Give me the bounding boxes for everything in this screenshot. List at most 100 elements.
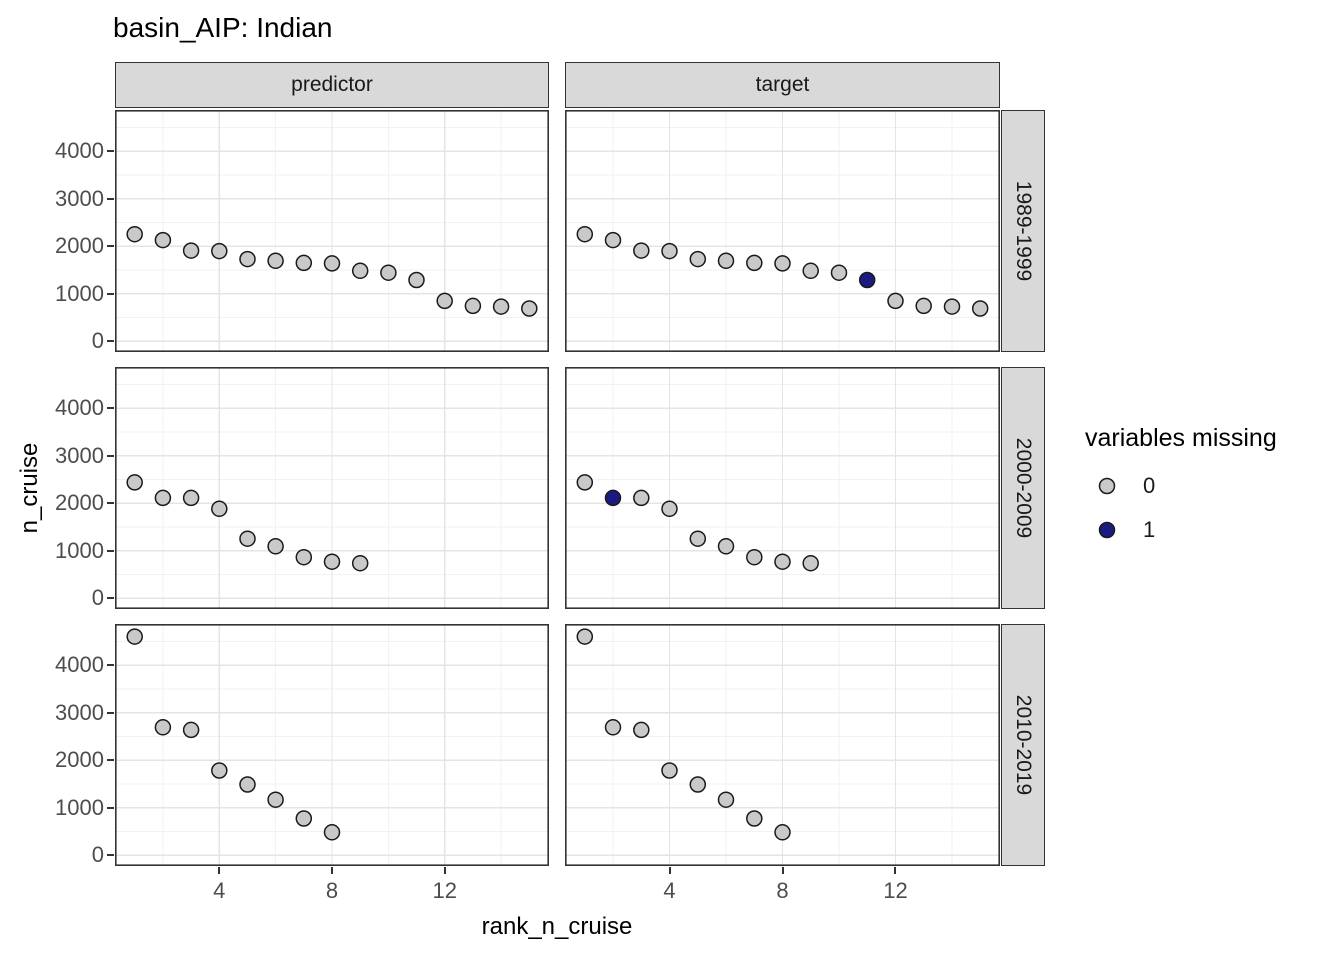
data-point <box>126 474 143 491</box>
data-point <box>295 548 313 566</box>
x-tick-label: 12 <box>883 878 908 903</box>
facet-row-strip-label: 2010-2019 <box>1012 694 1035 796</box>
x-axis-title: rank_n_cruise <box>481 913 633 940</box>
panel-target-2010-2019 <box>565 624 1000 866</box>
data-point <box>351 262 369 280</box>
panel-predictor-2010-2019 <box>115 624 549 866</box>
x-tick-mark <box>218 867 221 874</box>
facet-row-strip-1989-1999: 1989-1999 <box>1001 110 1045 352</box>
y-tick-mark <box>107 197 114 200</box>
data-point <box>717 252 735 270</box>
legend-item-1: 1 <box>1097 515 1335 545</box>
data-point <box>717 538 735 555</box>
panel-target-1989-1999 <box>565 110 1000 352</box>
data-point <box>576 225 594 243</box>
data-point <box>661 500 678 518</box>
data-point <box>464 297 482 315</box>
data-point <box>604 719 622 736</box>
data-point <box>351 554 369 572</box>
data-point <box>436 292 453 310</box>
data-point <box>323 553 341 570</box>
data-point <box>774 255 791 272</box>
facet-row-strip-label: 2000-2009 <box>1012 437 1035 539</box>
y-tick-label: 4000 <box>55 138 104 164</box>
panel-predictor-1989-1999 <box>115 110 549 352</box>
data-point <box>154 489 172 507</box>
legend-key-icon <box>1098 521 1116 539</box>
y-axis-title: n_cruise <box>16 442 43 534</box>
y-tick-mark <box>107 597 114 600</box>
data-point <box>689 776 707 793</box>
data-point <box>182 721 200 739</box>
data-point <box>323 824 341 841</box>
x-tick-mark <box>781 867 784 874</box>
legend-key-icon <box>1098 477 1116 495</box>
y-tick-label: 2000 <box>55 490 104 516</box>
data-point <box>154 719 172 736</box>
x-tick-mark <box>443 867 446 874</box>
data-point <box>661 762 678 779</box>
legend-item-label: 0 <box>1143 473 1156 498</box>
data-point <box>239 250 256 268</box>
data-point <box>633 489 650 507</box>
data-point <box>971 300 989 317</box>
y-tick-mark <box>107 759 114 762</box>
y-tick-mark <box>107 245 114 248</box>
y-tick-label: 3000 <box>55 699 104 725</box>
panel-predictor-2000-2009 <box>115 367 549 609</box>
data-point <box>802 262 819 280</box>
y-tick-mark <box>107 854 114 857</box>
data-point <box>380 264 397 281</box>
data-point <box>576 628 594 645</box>
data-point <box>802 554 819 572</box>
facet-col-strip-target: target <box>565 62 1000 108</box>
data-point <box>689 530 707 547</box>
legend-item-label: 1 <box>1143 517 1156 542</box>
data-point <box>633 242 650 259</box>
x-tick-mark <box>331 867 333 874</box>
y-tick-label: 0 <box>91 328 104 354</box>
data-point <box>267 252 284 270</box>
facet-row-strip-2000-2009: 2000-2009 <box>1001 367 1045 609</box>
y-tick-mark <box>107 502 114 505</box>
facet-col-strip-predictor: predictor <box>115 62 549 108</box>
data-point <box>858 271 876 289</box>
data-point <box>239 530 256 547</box>
x-tick-label: 8 <box>325 878 339 903</box>
x-tick-mark <box>668 867 671 874</box>
data-point <box>211 762 228 779</box>
data-point <box>830 264 848 281</box>
y-tick-mark <box>107 806 114 809</box>
y-tick-label: 0 <box>91 585 104 611</box>
data-point <box>604 231 622 249</box>
data-point <box>211 242 228 260</box>
legend-title: variables missing <box>1085 424 1277 452</box>
y-tick-mark <box>107 664 114 667</box>
panel-target-2000-2009 <box>565 367 1000 609</box>
data-point <box>267 791 284 808</box>
y-tick-label: 4000 <box>55 395 104 421</box>
y-tick-label: 3000 <box>55 442 104 468</box>
data-point <box>126 225 143 243</box>
data-point <box>661 242 678 260</box>
data-point <box>408 271 425 289</box>
data-point <box>126 628 143 645</box>
y-tick-label: 1000 <box>55 537 104 563</box>
data-point <box>211 500 228 518</box>
legend-item-0: 0 <box>1097 471 1335 501</box>
data-point <box>239 776 256 793</box>
facet-row-strip-2010-2019: 2010-2019 <box>1001 624 1045 866</box>
data-point <box>576 474 594 491</box>
data-point <box>746 254 763 272</box>
data-point <box>717 791 735 808</box>
y-tick-label: 2000 <box>55 233 104 259</box>
x-tick-label: 8 <box>776 878 789 903</box>
y-tick-label: 2000 <box>55 747 104 773</box>
data-point <box>295 810 313 827</box>
data-point <box>774 553 791 570</box>
data-point <box>492 298 510 315</box>
data-point <box>746 548 763 566</box>
data-point <box>182 489 200 507</box>
